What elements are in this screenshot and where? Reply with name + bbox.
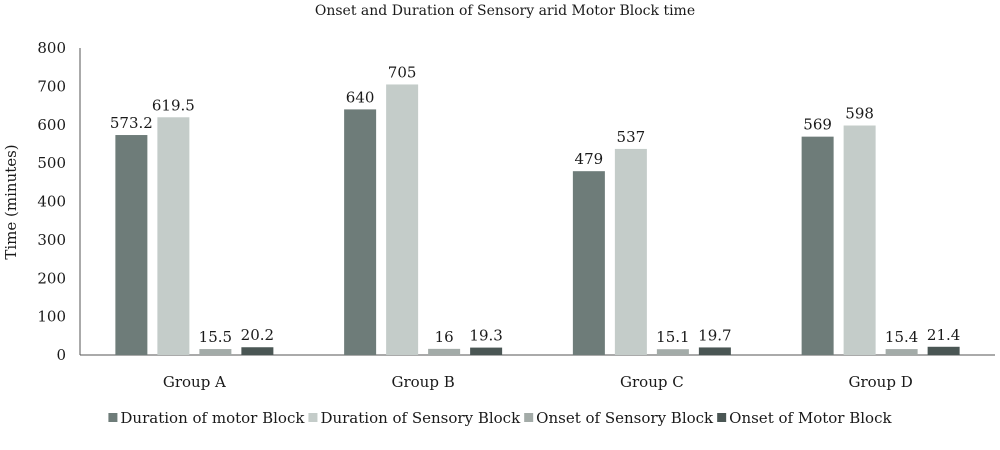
bar	[614, 148, 647, 355]
legend-swatch	[717, 413, 727, 422]
chart-title: Onset and Duration of Sensory arid Motor…	[315, 3, 695, 19]
bar	[698, 347, 731, 355]
bar	[344, 109, 377, 356]
bar	[199, 349, 232, 355]
category-label: Group B	[392, 373, 455, 391]
data-label: 20.2	[241, 326, 274, 344]
legend-label: Duration of Sensory Block	[320, 409, 521, 427]
bar	[470, 347, 503, 355]
data-label: 573.2	[110, 114, 153, 132]
legend-label: Onset of Motor Block	[729, 409, 892, 427]
y-tick-label: 500	[37, 154, 66, 172]
data-label: 598	[845, 105, 874, 123]
data-label: 19.7	[698, 326, 731, 344]
legend-swatch	[108, 413, 118, 422]
data-label: 19.3	[469, 327, 502, 345]
y-tick-label: 300	[37, 231, 66, 249]
data-label: 15.5	[199, 328, 232, 346]
bar	[157, 117, 190, 355]
bar	[241, 347, 274, 355]
y-tick-label: 800	[37, 39, 66, 57]
category-labels: Group A Group B Group C Group D	[163, 373, 913, 391]
y-tick-label: 100	[37, 308, 66, 326]
bar	[927, 346, 960, 355]
y-axis-label: Time (minutes)	[2, 144, 20, 259]
bar	[386, 84, 419, 356]
data-label: 15.1	[656, 328, 689, 346]
y-tick-label: 700	[37, 77, 66, 95]
legend-swatch	[524, 413, 534, 422]
y-tick-label: 200	[37, 269, 66, 287]
data-label: 479	[575, 150, 604, 168]
bar	[801, 136, 834, 355]
data-label: 15.4	[885, 328, 918, 346]
data-label: 640	[346, 88, 375, 106]
y-tick-label: 0	[56, 346, 66, 364]
data-label: 16	[435, 328, 454, 346]
y-tick-label: 400	[37, 193, 66, 211]
data-label: 537	[617, 128, 646, 146]
legend-label: Onset of Sensory Block	[536, 409, 714, 427]
bar	[885, 349, 918, 355]
data-label: 619.5	[152, 96, 195, 114]
legend-label: Duration of motor Block	[120, 409, 305, 427]
y-tick-label: 600	[37, 116, 66, 134]
bar	[572, 171, 605, 355]
legend: Duration of motor Block Duration of Senso…	[108, 409, 892, 427]
data-label: 569	[803, 116, 832, 134]
y-ticks: 0 100 200 300 400 500 600 700 800	[37, 39, 66, 364]
legend-swatch	[308, 413, 318, 422]
bar	[115, 135, 148, 355]
category-label: Group D	[849, 373, 913, 391]
bar	[843, 125, 876, 355]
bar	[656, 349, 689, 355]
data-label: 705	[388, 63, 417, 81]
data-label: 21.4	[927, 326, 960, 344]
category-label: Group A	[163, 373, 226, 391]
category-label: Group C	[620, 373, 684, 391]
bar	[428, 348, 461, 355]
